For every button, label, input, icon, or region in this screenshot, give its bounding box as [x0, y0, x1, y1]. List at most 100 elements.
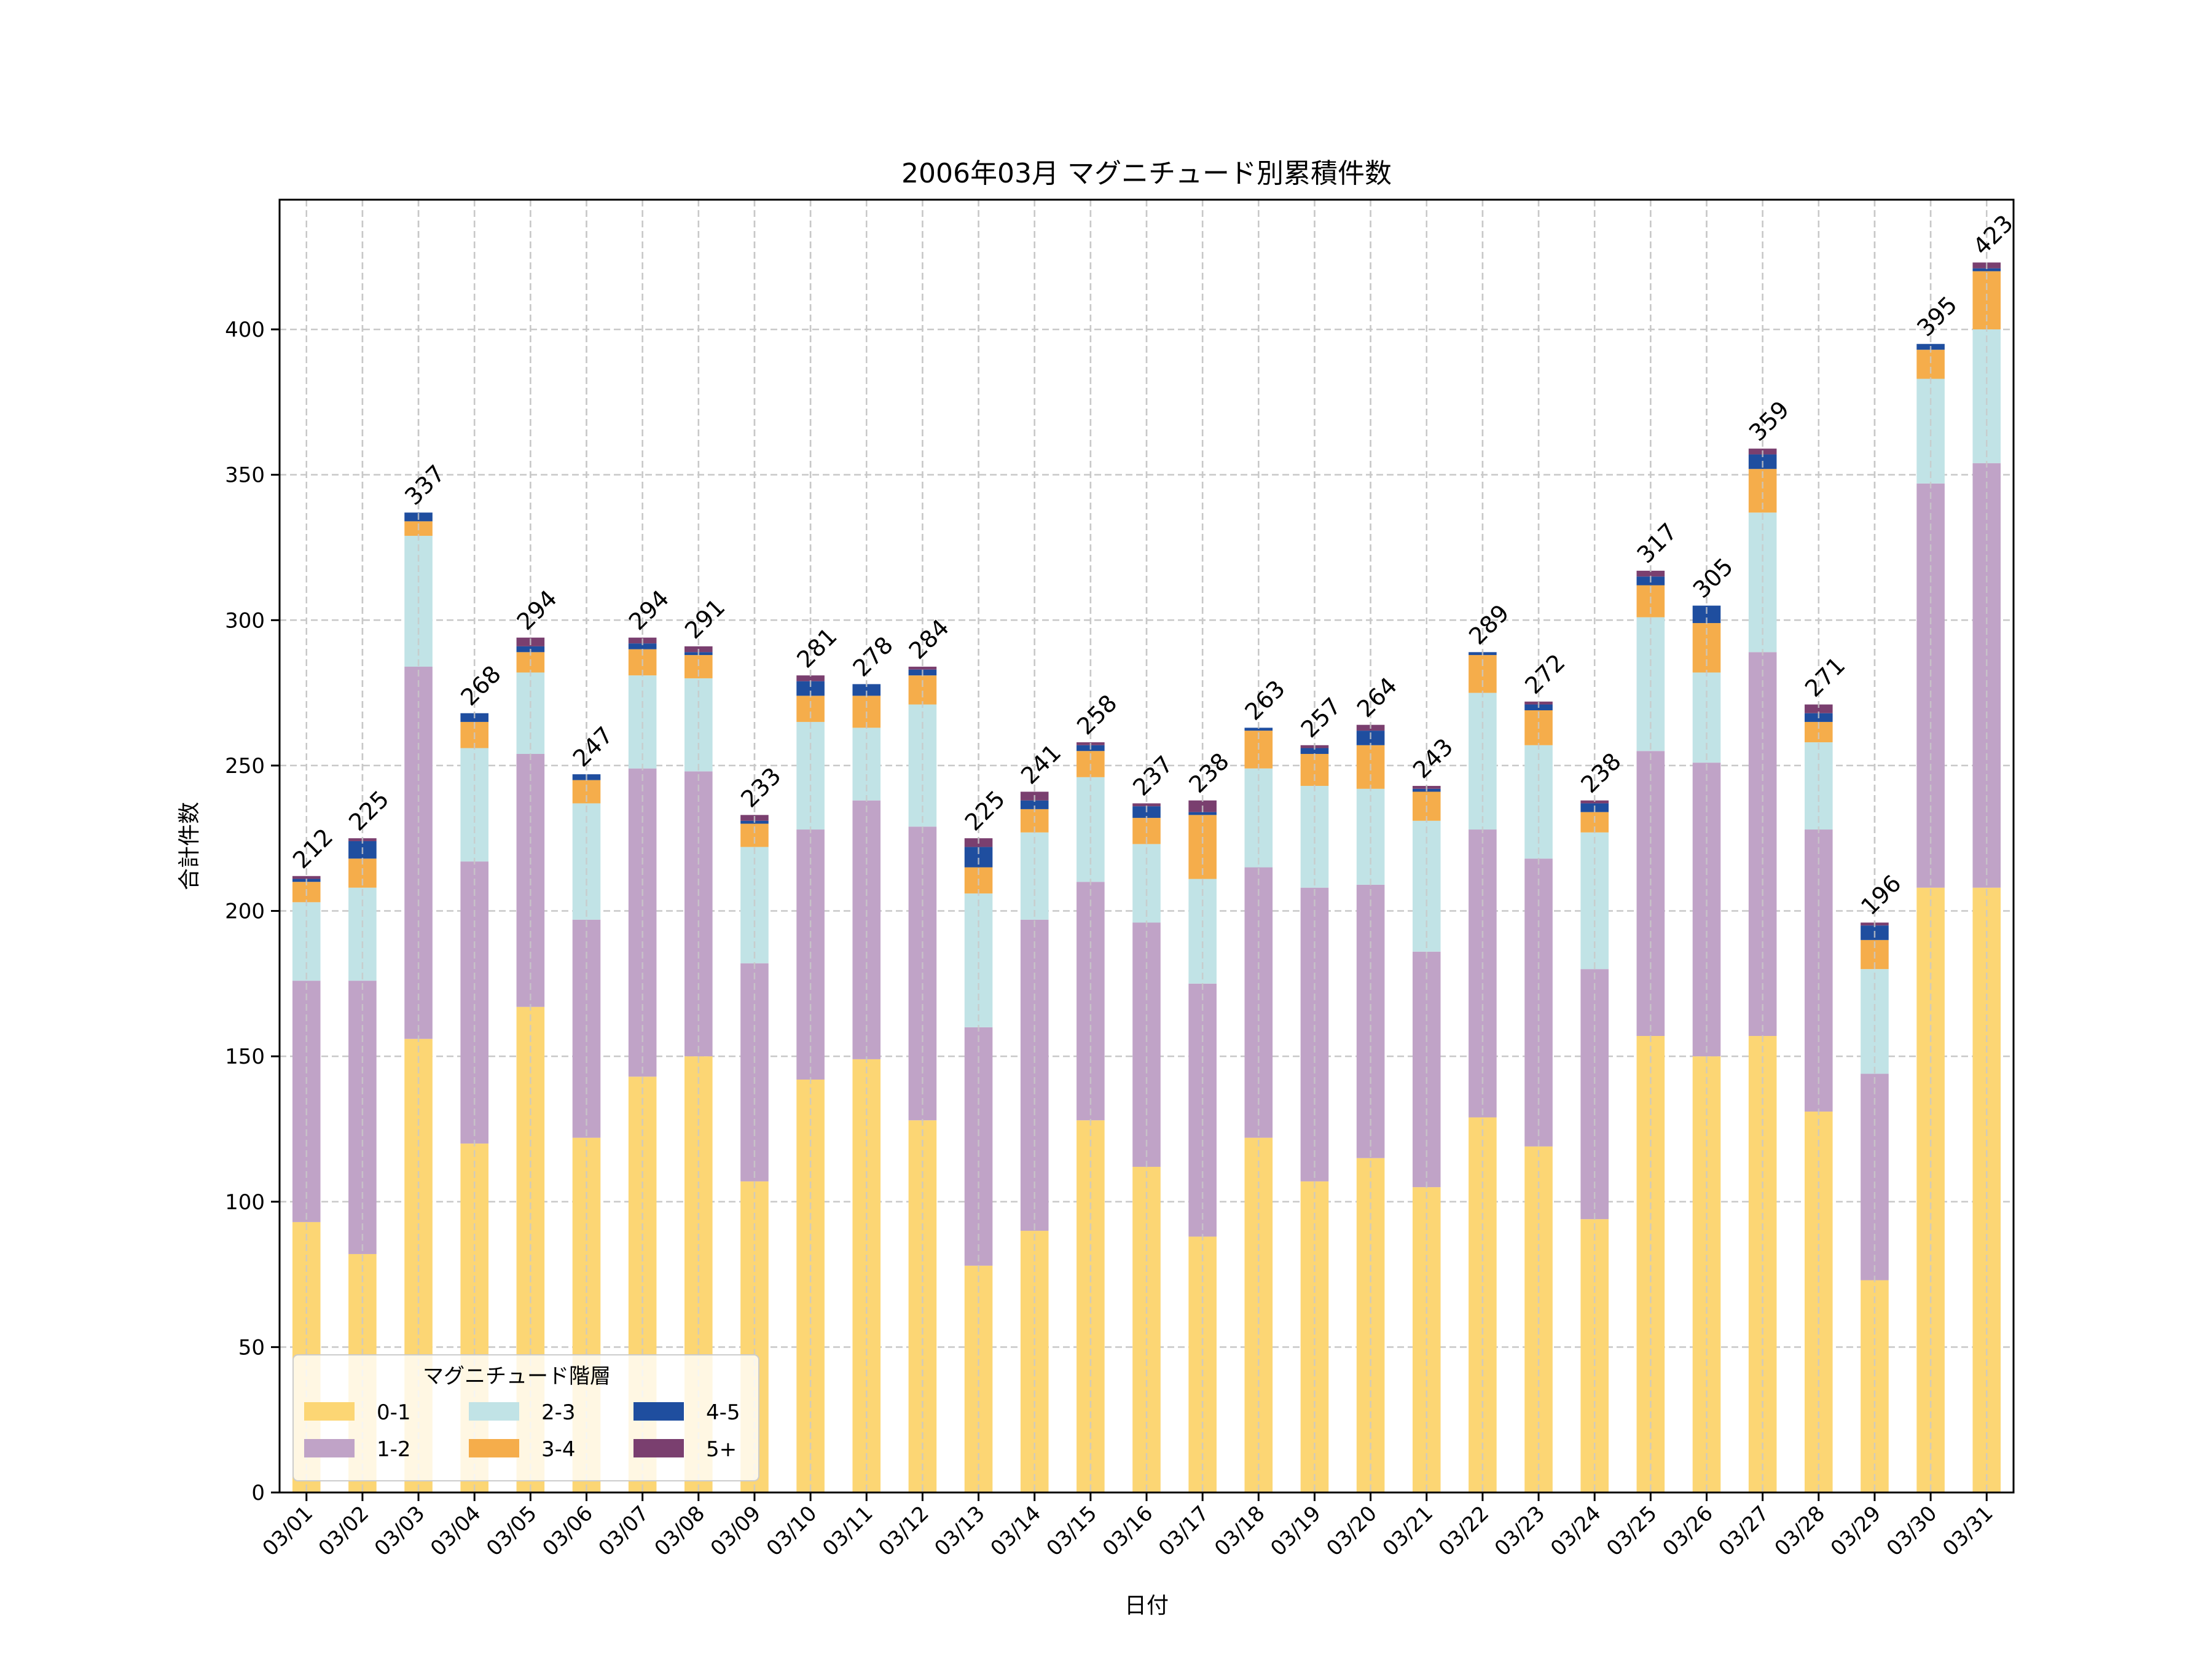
bar-segment-1-2: [1805, 830, 1833, 1112]
legend-item: 5+: [633, 1437, 737, 1462]
bar-segment-4-5: [852, 684, 881, 696]
bar-segment-0-1: [1300, 1181, 1329, 1492]
legend-item: 1-2: [304, 1437, 411, 1462]
bar-segment-5plus: [292, 876, 321, 879]
x-tick-label: 03/31: [1938, 1501, 1998, 1561]
legend-items: 0-1 1-2 2-3 3-4 4-5 5+: [304, 1400, 740, 1462]
bar-segment-1-2: [460, 861, 488, 1144]
total-label: 337: [399, 460, 450, 510]
legend-item: 0-1: [304, 1400, 411, 1425]
y-tick-label: 150: [225, 1045, 265, 1069]
x-tick-label: 03/25: [1602, 1501, 1662, 1561]
x-tick-label: 03/15: [1042, 1501, 1102, 1561]
total-label: 238: [1183, 748, 1234, 798]
total-label: 291: [680, 594, 730, 644]
legend-swatch: [469, 1439, 519, 1457]
legend-label: 3-4: [541, 1437, 576, 1462]
legend-item: 3-4: [469, 1437, 576, 1462]
total-label: 305: [1688, 553, 1738, 603]
total-label: 317: [1632, 518, 1682, 568]
bars: [292, 200, 2001, 1492]
total-label: 284: [904, 614, 954, 664]
y-tick-label: 250: [225, 754, 265, 779]
x-tick-label: 03/21: [1378, 1501, 1438, 1561]
total-label: 263: [1240, 675, 1290, 725]
legend-label: 0-1: [377, 1400, 411, 1425]
bar-segment-2-3: [1020, 832, 1049, 920]
bar-segment-3-4: [1916, 350, 1945, 379]
total-label: 395: [1912, 291, 1962, 342]
y-tick-label: 350: [225, 463, 265, 488]
x-tick-label: 03/30: [1882, 1501, 1942, 1561]
bar-segment-4-5: [628, 643, 657, 649]
chart-title: 2006年03月 マグニチュード別累積件数: [901, 158, 1392, 189]
total-label: 268: [455, 661, 506, 711]
bar-segment-4-5: [1300, 748, 1329, 754]
total-label: 294: [624, 585, 674, 635]
bar-segment-4-5: [1188, 812, 1217, 815]
total-label: 233: [735, 762, 786, 812]
y-tick-label: 100: [225, 1190, 265, 1215]
bar-segment-0-1: [1469, 1117, 1497, 1492]
bar-segment-5plus: [1132, 803, 1161, 807]
x-tick-label: 03/18: [1210, 1501, 1270, 1561]
x-tick-label: 03/03: [370, 1501, 430, 1561]
total-label: 237: [1128, 750, 1178, 801]
x-tick-label: 03/20: [1322, 1501, 1382, 1561]
bar-segment-5plus: [908, 667, 937, 670]
bar-segment-1-2: [1020, 919, 1049, 1231]
total-label: 212: [288, 823, 338, 874]
bar-segment-0-1: [1692, 1056, 1721, 1492]
total-label: 289: [1464, 599, 1514, 649]
x-tick-label: 03/19: [1266, 1501, 1326, 1561]
x-tick-label: 03/01: [258, 1501, 318, 1561]
x-axis: 03/0103/0203/0303/0403/0503/0603/0703/08…: [258, 1492, 1998, 1561]
legend-swatch: [304, 1402, 355, 1421]
total-label: 247: [568, 721, 618, 772]
x-tick-label: 03/12: [874, 1501, 934, 1561]
total-label: 264: [1352, 672, 1402, 723]
legend-label: 1-2: [377, 1437, 411, 1462]
x-tick-label: 03/10: [762, 1501, 822, 1561]
bar-segment-5plus: [1636, 570, 1665, 577]
total-label: 294: [512, 585, 562, 635]
x-tick-label: 03/17: [1154, 1501, 1214, 1561]
legend-item: 2-3: [469, 1400, 576, 1425]
legend-label: 2-3: [541, 1400, 576, 1425]
x-tick-label: 03/14: [986, 1501, 1046, 1561]
legend: マグニチュード階層 0-1 1-2 2-3 3-4 4-5 5+: [292, 1354, 759, 1481]
total-label: 359: [1744, 396, 1794, 446]
y-tick-label: 400: [225, 318, 265, 342]
x-tick-label: 03/09: [706, 1501, 766, 1561]
total-label: 272: [1520, 649, 1570, 699]
bar-segment-4-5: [1244, 728, 1273, 731]
legend-swatch: [469, 1402, 519, 1421]
x-tick-label: 03/11: [818, 1501, 878, 1561]
y-tick-label: 50: [238, 1335, 265, 1360]
bar-segment-3-4: [908, 675, 937, 705]
x-tick-label: 03/05: [482, 1501, 542, 1561]
legend-swatch: [633, 1402, 684, 1421]
x-tick-label: 03/04: [426, 1501, 486, 1561]
x-tick-label: 03/02: [314, 1501, 374, 1561]
legend-label: 5+: [706, 1437, 737, 1462]
legend-swatch: [304, 1439, 355, 1457]
total-label: 196: [1856, 869, 1906, 920]
y-axis-label: 合計件数: [177, 802, 202, 890]
total-label: 271: [1800, 651, 1850, 702]
total-label: 278: [848, 631, 898, 681]
bar-segment-5plus: [796, 675, 825, 681]
x-tick-label: 03/08: [650, 1501, 710, 1561]
x-tick-label: 03/29: [1826, 1501, 1886, 1561]
x-tick-label: 03/06: [538, 1501, 598, 1561]
bar-segment-4-5: [1972, 268, 2001, 272]
total-label: 241: [1016, 739, 1066, 789]
x-tick-label: 03/16: [1098, 1501, 1158, 1561]
total-label: 243: [1408, 733, 1458, 783]
total-label: 257: [1296, 692, 1346, 743]
y-tick-label: 0: [251, 1481, 265, 1505]
total-label: 281: [791, 622, 842, 673]
x-tick-label: 03/28: [1770, 1501, 1830, 1561]
x-tick-label: 03/23: [1490, 1501, 1550, 1561]
